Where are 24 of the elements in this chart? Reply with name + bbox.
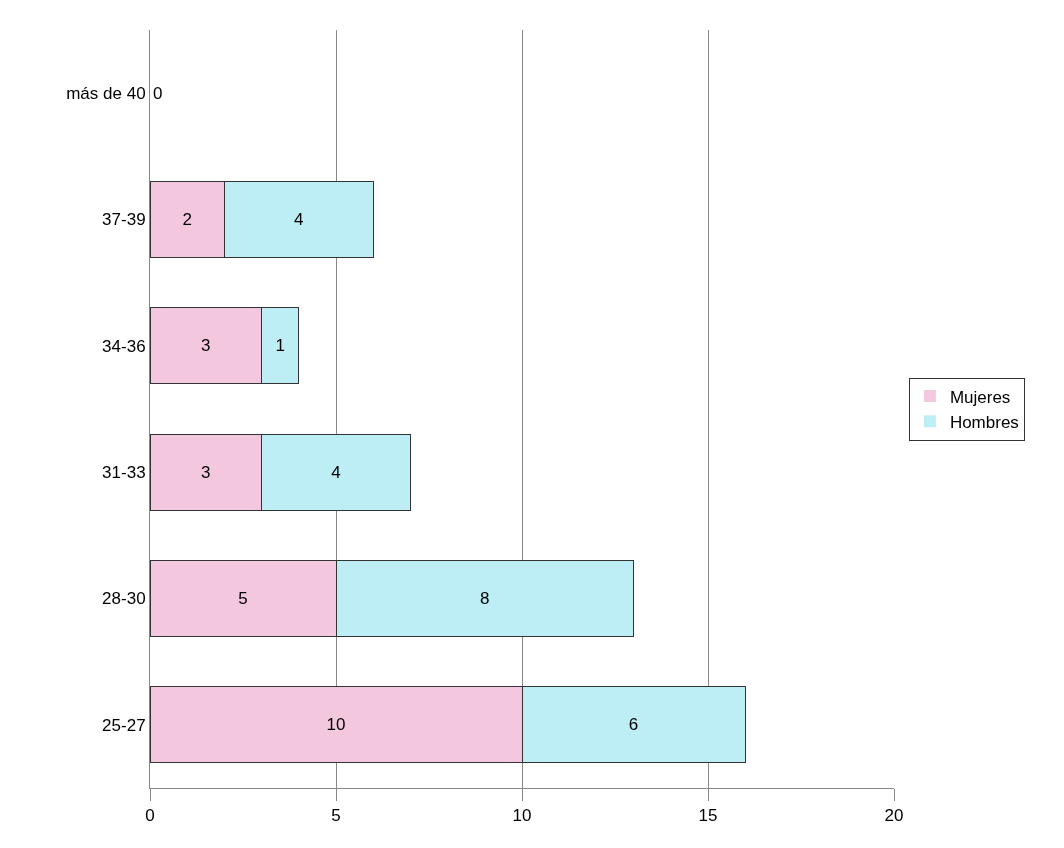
y-tick-label: 31-33 [102, 463, 146, 483]
x-tick-label: 0 [145, 806, 155, 826]
x-tick-label: 15 [698, 806, 718, 826]
y-tick-label: más de 40 [66, 84, 146, 104]
y-tick-label: 25-27 [102, 715, 146, 735]
data-label: 6 [628, 715, 639, 735]
x-tick-label: 10 [512, 806, 532, 826]
x-tick-label: 5 [331, 806, 341, 826]
data-label: 8 [480, 589, 490, 608]
x-tick-label: 20 [884, 806, 904, 826]
data-label: 4 [294, 210, 304, 229]
y-tick-label: 37-39 [102, 210, 146, 230]
data-label: 10 [326, 715, 346, 735]
data-label: 1 [275, 336, 285, 356]
data-label: 2 [182, 210, 192, 229]
data-label: 4 [331, 462, 341, 482]
data-label: 3 [201, 336, 211, 356]
y-tick-label: 34-36 [102, 336, 146, 356]
legend-label: Mujeres [949, 387, 1011, 407]
data-label: 5 [238, 589, 248, 608]
y-tick-label: 28-30 [102, 589, 146, 609]
data-label: 3 [201, 462, 211, 482]
data-label: 0 [153, 83, 163, 103]
legend-label: Hombres [949, 412, 1019, 432]
